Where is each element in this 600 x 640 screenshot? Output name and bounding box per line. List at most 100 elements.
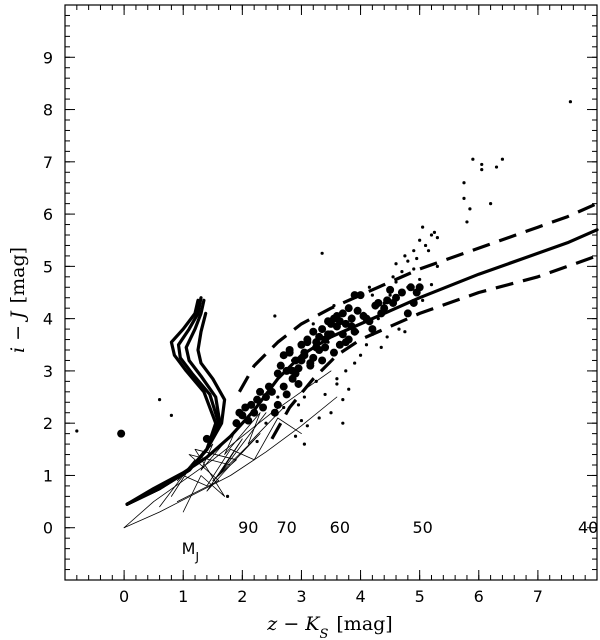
- large-data-point: [347, 314, 356, 323]
- x-tick-label: 0: [119, 587, 129, 606]
- large-data-point: [202, 434, 211, 443]
- large-data-point: [261, 393, 270, 402]
- large-data-point: [282, 366, 291, 375]
- small-data-point: [332, 303, 336, 308]
- annotations: MJ 90 70 60 50 40: [182, 518, 599, 564]
- y-tick-label: 0: [43, 519, 53, 538]
- small-data-point: [347, 387, 351, 391]
- large-data-point: [267, 387, 276, 396]
- small-data-point: [415, 256, 419, 261]
- small-data-point: [276, 395, 280, 399]
- small-data-point: [489, 202, 493, 206]
- small-data-point: [169, 413, 173, 417]
- small-data-point: [296, 403, 301, 407]
- large-data-point: [291, 356, 300, 365]
- large-data-point: [338, 330, 347, 339]
- small-data-point: [435, 236, 439, 240]
- small-data-point: [400, 269, 404, 274]
- x-tick-label: 2: [237, 587, 247, 606]
- small-data-point: [361, 311, 366, 316]
- small-data-point: [370, 332, 374, 336]
- small-data-point: [358, 353, 363, 357]
- large-data-point: [238, 411, 247, 420]
- large-data-point: [294, 379, 303, 388]
- small-data-point: [421, 225, 425, 229]
- small-data-point: [385, 335, 389, 339]
- small-data-point: [397, 327, 401, 331]
- large-data-point: [256, 387, 265, 396]
- large-data-point: [285, 348, 294, 357]
- small-data-point: [370, 293, 374, 297]
- large-data-point: [329, 348, 338, 357]
- large-data-point: [315, 332, 324, 341]
- plot-border: [64, 4, 598, 581]
- x-tick-label: 4: [355, 587, 365, 606]
- large-data-point: [276, 361, 285, 370]
- small-data-point: [367, 285, 372, 289]
- large-data-point: [327, 319, 335, 328]
- small-data-point: [75, 429, 79, 433]
- thin-solid-curve: [182, 433, 261, 513]
- large-data-point: [406, 283, 415, 292]
- annotation-label: MJ: [182, 539, 199, 564]
- large-data-point: [344, 304, 353, 313]
- point-series: [361, 165, 499, 334]
- large-data-point: [288, 366, 297, 375]
- small-data-point: [432, 230, 437, 234]
- small-data-point: [305, 424, 309, 428]
- large-data-point: [359, 312, 368, 321]
- small-data-point: [344, 369, 348, 373]
- small-data-point: [320, 251, 324, 255]
- large-data-point: [318, 356, 327, 365]
- thin-solid-curve: [123, 370, 332, 529]
- large-data-point: [270, 408, 279, 417]
- small-data-point: [435, 264, 439, 268]
- thick-solid-curve: [125, 298, 222, 506]
- annotation-label: 60: [330, 518, 350, 537]
- large-data-point: [403, 309, 412, 318]
- small-data-point: [157, 398, 162, 402]
- thick-solid-curve: [125, 228, 599, 506]
- large-data-point: [371, 301, 380, 310]
- small-data-point: [568, 100, 573, 104]
- small-data-point: [480, 162, 484, 167]
- small-data-point: [421, 298, 425, 302]
- large-data-point: [300, 351, 309, 360]
- large-data-point: [321, 343, 330, 352]
- small-data-point: [429, 233, 434, 237]
- large-data-point: [312, 343, 321, 352]
- small-data-point: [290, 358, 295, 363]
- x-tick-label: 3: [296, 587, 306, 606]
- x-axis: 0 1 2 3 4 5 6 7: [64, 5, 598, 606]
- small-data-point: [326, 340, 330, 344]
- large-data-point: [303, 338, 312, 347]
- large-data-point: [377, 309, 386, 318]
- x-tick-label: 7: [533, 587, 543, 606]
- large-data-point: [350, 291, 359, 300]
- large-data-point: [335, 317, 344, 326]
- small-data-point: [426, 249, 431, 253]
- thin-solid-curve: [159, 417, 302, 508]
- y-tick-label: 6: [43, 205, 53, 224]
- x-tick-label: 6: [474, 587, 484, 606]
- small-data-point: [462, 181, 466, 185]
- small-data-point: [465, 220, 469, 224]
- small-data-point: [364, 343, 369, 347]
- small-data-point: [462, 196, 466, 201]
- large-data-point: [368, 325, 377, 334]
- large-data-point: [273, 400, 282, 409]
- small-data-point: [394, 262, 398, 266]
- y-tick-label: 3: [43, 362, 53, 381]
- x-tick-label: 5: [415, 587, 425, 606]
- small-data-point: [353, 361, 357, 365]
- large-data-point: [244, 416, 253, 425]
- large-data-point: [409, 298, 418, 307]
- small-data-point: [418, 277, 422, 282]
- x-tick-label: 1: [178, 587, 188, 606]
- annotation-label: 70: [276, 518, 296, 537]
- small-data-point: [302, 395, 306, 399]
- annotation-label: 90: [238, 518, 258, 537]
- small-data-point: [429, 283, 434, 287]
- large-data-point: [353, 306, 362, 315]
- large-data-point: [347, 322, 356, 331]
